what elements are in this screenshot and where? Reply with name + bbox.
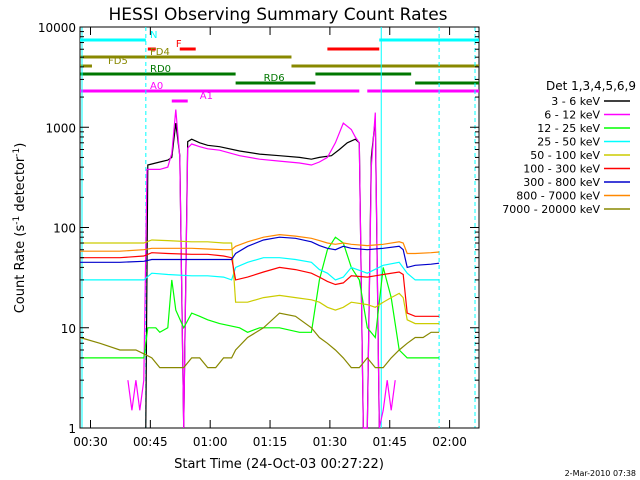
legend-label-0: 3 - 6 keV <box>551 95 600 108</box>
y-axis-label-end: ) <box>13 143 28 148</box>
series-line-7 <box>80 233 440 255</box>
y-axis-label: Count Rate (s-1 detector-1) <box>12 143 28 314</box>
series-line-8 <box>79 312 440 369</box>
y-axis-label-mid: detector <box>13 156 28 216</box>
series-group <box>79 109 440 429</box>
x-tick-label-2: 01:00 <box>193 435 228 449</box>
series-line-4 <box>80 239 440 325</box>
x-axis-label: Start Time (24-Oct-03 00:27:22) <box>174 457 384 472</box>
date-stamp: 2-Mar-2010 07:38 <box>565 469 636 478</box>
series-line-1 <box>127 109 396 429</box>
y-tick-label-0: 1 <box>68 422 76 436</box>
series-line-2 <box>80 236 440 359</box>
legend-label-7: 800 - 7000 keV <box>516 190 600 203</box>
plot-area <box>79 26 480 429</box>
cyan-vertical-lines <box>81 27 476 428</box>
y-tick-label-3: 1000 <box>45 121 76 135</box>
series-line-3 <box>80 257 440 281</box>
legend-label-5: 100 - 300 keV <box>523 163 600 176</box>
legend-label-4: 50 - 100 keV <box>530 149 600 162</box>
legend-label-6: 300 - 800 keV <box>523 176 600 189</box>
y-axis-label-sup1: -1 <box>12 216 22 225</box>
x-tick-label-3: 01:15 <box>253 435 288 449</box>
x-tick-label-6: 02:00 <box>432 435 467 449</box>
flag-label-f: F <box>176 39 182 50</box>
x-tick-label-4: 01:30 <box>313 435 348 449</box>
legend-label-8: 7000 - 20000 keV <box>502 203 600 216</box>
legend-label-1: 6 - 12 keV <box>544 109 600 122</box>
y-tick-label-4: 10000 <box>38 21 76 35</box>
y-axis-label-sup2: -1 <box>12 148 22 157</box>
x-tick-label-1: 00:45 <box>133 435 168 449</box>
flag-label-a0: A0 <box>150 81 163 92</box>
flag-label-rd6: RD6 <box>264 73 285 84</box>
flag-label-a1: A1 <box>200 91 213 102</box>
x-axis-ticks: 00:30 00:45 01:00 01:15 01:30 01:45 02:00 <box>73 27 467 449</box>
y-tick-label-2: 100 <box>53 222 76 236</box>
legend-title: Det 1,3,4,5,6,9 <box>546 79 636 93</box>
flag-label-fd5: FD5 <box>108 56 128 67</box>
y-axis-label-main: Count Rate (s <box>13 225 28 314</box>
flag-label-n: N <box>150 30 157 41</box>
chart-title: HESSI Observing Summary Count Rates <box>108 5 447 25</box>
flag-bars: N F FD4 FD5 RD0 RD6 A0 A1 <box>80 30 479 103</box>
y-tick-label-1: 10 <box>61 322 76 336</box>
x-tick-label-0: 00:30 <box>73 435 108 449</box>
series-line-5 <box>80 252 440 317</box>
flag-label-fd4: FD4 <box>150 47 170 58</box>
flag-label-rd0: RD0 <box>150 64 171 75</box>
legend-label-3: 25 - 50 keV <box>537 136 600 149</box>
plot-frame <box>79 26 480 429</box>
series-line-0 <box>145 119 380 429</box>
legend-label-2: 12 - 25 keV <box>537 122 600 135</box>
x-tick-label-5: 01:45 <box>372 435 407 449</box>
y-axis-ticks: 1 10 100 1000 10000 <box>38 21 479 436</box>
series-line-6 <box>80 236 440 269</box>
